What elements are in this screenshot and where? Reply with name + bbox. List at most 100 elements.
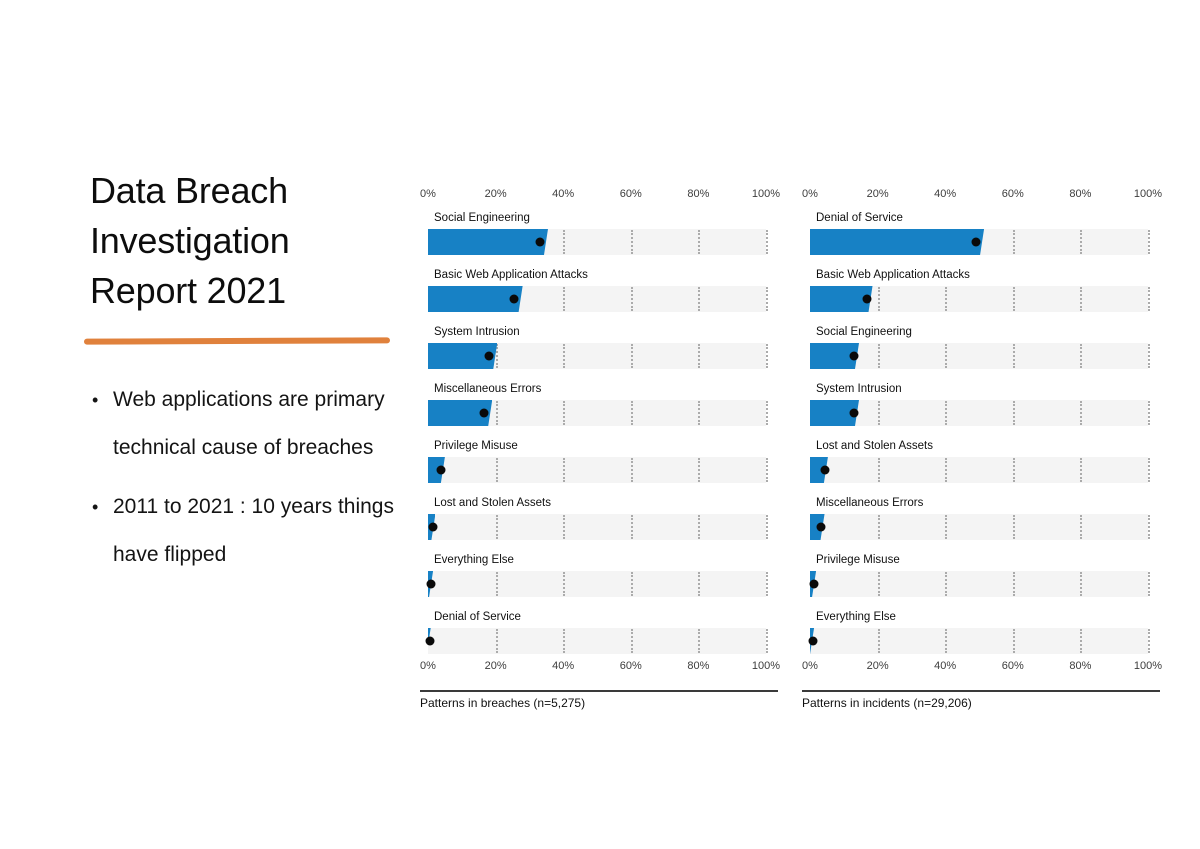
gridline	[495, 572, 498, 596]
x-axis-top: 0% 20% 40% 60% 80% 100%	[802, 188, 1162, 202]
axis-tick-label: 20%	[484, 660, 507, 672]
gridline	[1012, 287, 1015, 311]
value-dot	[426, 579, 436, 589]
bar-track	[810, 229, 1150, 255]
gridline	[945, 287, 948, 311]
accent-underline	[83, 337, 391, 345]
gridline	[1080, 344, 1083, 368]
value-dot	[428, 522, 438, 532]
gridline	[563, 572, 566, 596]
gridline	[945, 344, 948, 368]
gridline	[945, 515, 948, 539]
gridline	[1012, 515, 1015, 539]
chart-rows: Denial of Service Basic Web Application A…	[802, 212, 1160, 654]
gridline	[945, 629, 948, 653]
gridline	[495, 401, 498, 425]
value-bar	[810, 457, 828, 483]
gridline	[563, 344, 566, 368]
category-label: Denial of Service	[434, 611, 521, 623]
chart-row: Miscellaneous Errors	[802, 497, 1160, 540]
gridline	[1148, 344, 1150, 368]
gridline	[766, 515, 768, 539]
axis-tick-label: 40%	[934, 660, 957, 672]
bar-track	[425, 628, 768, 654]
value-dot	[862, 294, 872, 304]
value-dot	[816, 522, 826, 532]
gridline	[1148, 629, 1150, 653]
category-label: Denial of Service	[816, 212, 903, 224]
chart-rows: Social Engineering Basic Web Application …	[420, 212, 778, 654]
chart-row: System Intrusion	[420, 326, 778, 369]
gridline	[1012, 230, 1015, 254]
gridline	[1080, 629, 1083, 653]
gridline	[630, 344, 633, 368]
gridline	[630, 401, 633, 425]
patterns-in-incidents-chart: 0% 20% 40% 60% 80% 100% Denial of Service Basi…	[802, 188, 1163, 710]
gridline	[766, 344, 768, 368]
gridline	[877, 458, 880, 482]
gridline	[563, 287, 566, 311]
value-dot	[436, 465, 446, 475]
bar-track	[428, 400, 768, 426]
gridline	[877, 344, 880, 368]
category-label: Lost and Stolen Assets	[434, 497, 551, 509]
gridline	[1012, 458, 1015, 482]
gridline	[1080, 401, 1083, 425]
gridline	[877, 401, 880, 425]
axis-tick-label: 80%	[687, 188, 710, 200]
chart-row: Everything Else	[420, 554, 778, 597]
gridline	[766, 287, 768, 311]
gridline	[630, 572, 633, 596]
gridline	[698, 458, 701, 482]
gridline	[630, 515, 633, 539]
axis-tick-label: 0%	[802, 660, 818, 672]
bullet-item: • 2011 to 2021 : 10 years things have fl…	[92, 483, 412, 579]
gridline	[630, 230, 633, 254]
bar-track	[428, 343, 768, 369]
gridline	[766, 458, 768, 482]
value-dot	[509, 294, 519, 304]
axis-tick-label: 100%	[1133, 660, 1163, 672]
gridline	[495, 515, 498, 539]
gridline	[945, 572, 948, 596]
gridline	[630, 458, 633, 482]
gridline	[698, 287, 701, 311]
gridline	[1012, 629, 1015, 653]
chart-row: Denial of Service	[420, 611, 778, 654]
bullet-marker-icon: •	[92, 390, 99, 410]
chart-row: Lost and Stolen Assets	[802, 440, 1160, 483]
axis-tick-label: 0%	[802, 188, 818, 200]
category-label: Social Engineering	[816, 326, 912, 338]
value-dot	[479, 408, 489, 418]
gridline	[698, 344, 701, 368]
bar-track	[428, 514, 768, 540]
category-label: Social Engineering	[434, 212, 530, 224]
gridline	[1148, 572, 1150, 596]
axis-tick-label: 0%	[420, 188, 436, 200]
chart-row: Privilege Misuse	[802, 554, 1160, 597]
gridline	[1080, 287, 1083, 311]
gridline	[1148, 515, 1150, 539]
gridline	[1080, 458, 1083, 482]
category-label: System Intrusion	[434, 326, 520, 338]
gridline	[877, 515, 880, 539]
slide-title: Data Breach Investigation Report 2021	[90, 170, 290, 311]
category-label: Basic Web Application Attacks	[434, 269, 588, 281]
axis-tick-label: 80%	[1069, 660, 1092, 672]
gridline	[495, 629, 498, 653]
gridline	[1148, 230, 1150, 254]
category-label: Miscellaneous Errors	[434, 383, 542, 395]
category-label: Lost and Stolen Assets	[816, 440, 933, 452]
caption-rule	[802, 690, 1160, 692]
category-label: Miscellaneous Errors	[816, 497, 924, 509]
gridline	[766, 401, 768, 425]
x-axis-bottom: 0% 20% 40% 60% 80% 100%	[420, 660, 780, 674]
axis-tick-label: 60%	[1001, 188, 1024, 200]
axis-tick-label: 40%	[934, 188, 957, 200]
category-label: Everything Else	[816, 611, 896, 623]
axis-tick-label: 60%	[619, 660, 642, 672]
value-dot	[849, 351, 859, 361]
value-bar	[428, 229, 548, 255]
bullet-item: • Web applications are primary technical…	[92, 376, 412, 472]
